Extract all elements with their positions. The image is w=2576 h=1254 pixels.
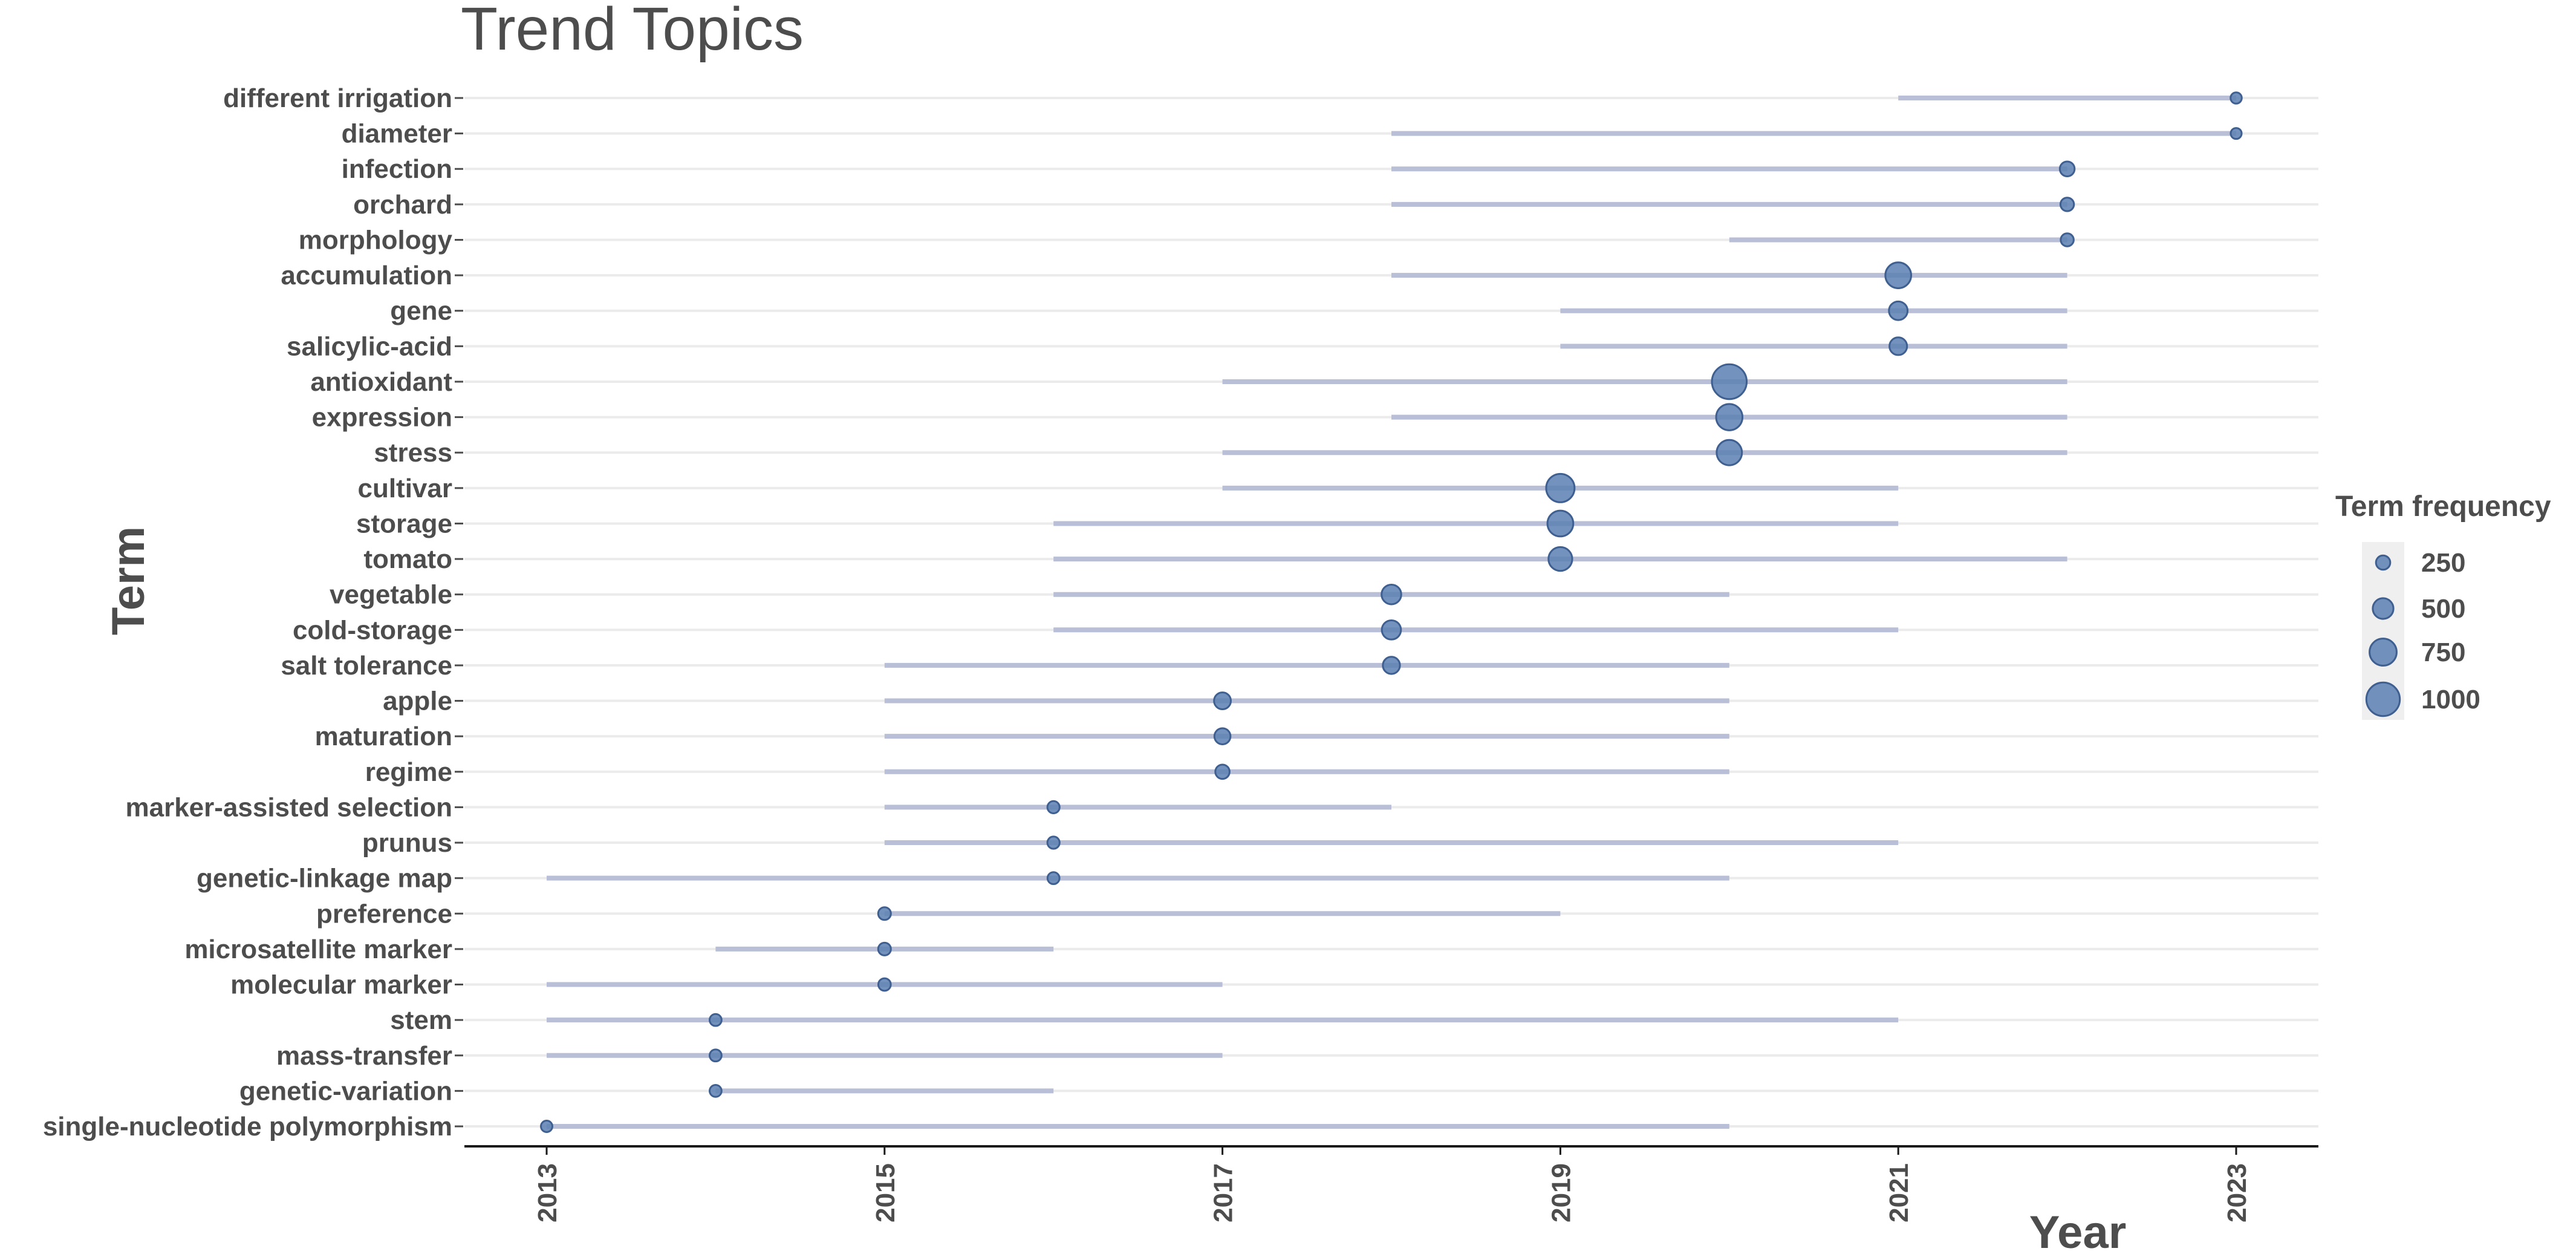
term-point bbox=[877, 941, 892, 956]
term-label: diameter bbox=[342, 119, 452, 149]
term-label: salicylic-acid bbox=[287, 331, 452, 361]
term-point bbox=[2230, 127, 2243, 140]
term-point bbox=[2230, 91, 2243, 105]
term-point bbox=[2058, 160, 2076, 177]
term-point bbox=[1888, 300, 1909, 321]
term-point bbox=[877, 906, 892, 921]
term-label: tomato bbox=[363, 544, 452, 574]
x-tick-label: 2015 bbox=[871, 1163, 900, 1223]
term-point bbox=[1547, 546, 1573, 572]
term-point bbox=[2059, 197, 2075, 212]
term-point bbox=[1214, 763, 1231, 780]
term-point bbox=[1546, 509, 1575, 538]
term-label: regime bbox=[365, 757, 452, 787]
term-point bbox=[1046, 800, 1061, 815]
x-axis: 2013 2015 2017 2019 2021 2023 bbox=[464, 1145, 2318, 1223]
term-label: single-nucleotide polymorphism bbox=[43, 1112, 452, 1141]
term-point bbox=[1711, 363, 1748, 400]
term-label: microsatellite marker bbox=[184, 935, 452, 964]
term-label: marker-assisted selection bbox=[125, 792, 452, 822]
term-label: orchard bbox=[353, 190, 452, 220]
legend-key bbox=[2369, 638, 2398, 667]
term-point bbox=[1046, 871, 1061, 886]
term-point bbox=[709, 1083, 723, 1098]
legend-label: 750 bbox=[2421, 638, 2465, 667]
x-tick-label: 2021 bbox=[1884, 1163, 1914, 1223]
term-label: cold-storage bbox=[293, 615, 452, 645]
term-point bbox=[709, 1048, 723, 1063]
term-label: mass-transfer bbox=[276, 1041, 452, 1071]
legend-title: Term frequency bbox=[2335, 491, 2551, 523]
term-label: genetic-linkage map bbox=[197, 864, 452, 893]
y-axis: different irrigation diameter infection orc… bbox=[43, 83, 463, 1141]
term-label: prunus bbox=[362, 828, 452, 858]
term-point bbox=[1381, 619, 1402, 641]
term-label: maturation bbox=[315, 722, 452, 751]
term-label: accumulation bbox=[281, 261, 452, 290]
term-label: stem bbox=[390, 1005, 452, 1035]
term-point bbox=[540, 1120, 553, 1133]
y-axis-title: Term bbox=[103, 526, 154, 635]
legend-key bbox=[2375, 554, 2392, 571]
chart-title: Trend Topics bbox=[461, 0, 804, 63]
term-point bbox=[1213, 691, 1232, 710]
legend-key bbox=[2365, 681, 2401, 717]
term-label: salt tolerance bbox=[281, 651, 452, 681]
legend-label: 1000 bbox=[2421, 685, 2480, 714]
term-point bbox=[877, 977, 892, 992]
x-tick-label: 2019 bbox=[1546, 1163, 1576, 1223]
term-label: gene bbox=[390, 296, 452, 326]
term-label: expression bbox=[312, 403, 452, 433]
term-label: preference bbox=[316, 899, 452, 929]
term-label: vegetable bbox=[330, 580, 452, 610]
term-label: apple bbox=[383, 687, 452, 716]
x-axis-title: Year bbox=[2029, 1207, 2127, 1254]
point-layer bbox=[540, 91, 2243, 1133]
term-point bbox=[1381, 583, 1402, 606]
term-point bbox=[2060, 232, 2075, 247]
x-tick-label: 2017 bbox=[1209, 1163, 1238, 1223]
range-layer bbox=[547, 96, 2236, 1129]
term-label: genetic-variation bbox=[239, 1076, 452, 1106]
legend-label: 250 bbox=[2421, 548, 2465, 578]
x-tick-label: 2023 bbox=[2222, 1163, 2252, 1223]
legend-key bbox=[2372, 597, 2395, 620]
term-label: antioxidant bbox=[310, 367, 452, 397]
term-label: molecular marker bbox=[230, 970, 452, 1000]
term-label: infection bbox=[342, 154, 452, 184]
legend: Term frequency 250 500 750 1000 bbox=[2335, 491, 2551, 720]
term-point bbox=[1046, 835, 1061, 850]
x-tick-label: 2013 bbox=[533, 1163, 562, 1223]
term-point bbox=[1382, 656, 1401, 675]
term-label: different irrigation bbox=[223, 83, 452, 113]
term-point bbox=[709, 1013, 723, 1027]
term-point bbox=[1716, 439, 1743, 466]
legend-label: 500 bbox=[2421, 594, 2465, 624]
term-point bbox=[1545, 472, 1576, 503]
term-label: morphology bbox=[299, 225, 453, 255]
term-label: cultivar bbox=[357, 474, 452, 503]
term-point bbox=[1213, 727, 1232, 745]
term-label: stress bbox=[374, 438, 452, 468]
term-point bbox=[1884, 261, 1913, 289]
term-label: storage bbox=[356, 509, 452, 538]
term-point bbox=[1888, 336, 1908, 356]
term-point bbox=[1715, 403, 1744, 431]
